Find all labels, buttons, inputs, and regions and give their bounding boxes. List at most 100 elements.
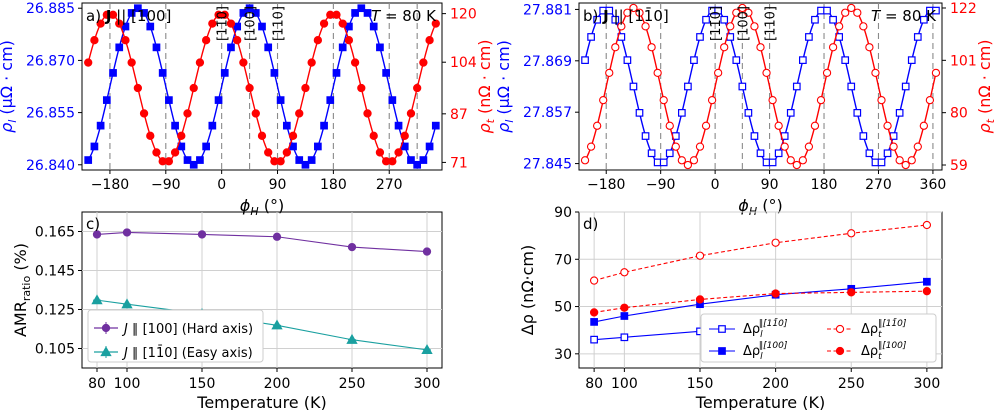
x-tick-label: −90 <box>646 177 676 193</box>
data-point-Δρt ||[100] <box>847 288 856 297</box>
legend-marker <box>835 346 845 356</box>
data-point-ρl <box>805 33 813 41</box>
data-point-ρt <box>121 36 130 45</box>
x-tick-label: −180 <box>587 177 625 193</box>
data-point-ρt <box>853 8 862 17</box>
x-tick-label: 250 <box>339 376 366 392</box>
data-point-ρl <box>357 4 366 13</box>
data-point-ρt <box>750 22 759 31</box>
data-point-ρt <box>307 58 316 67</box>
data-point-ρl <box>407 156 415 164</box>
data-point-ρt <box>233 36 242 45</box>
data-point-ρl <box>394 121 403 130</box>
series-line-ρl <box>584 8 937 165</box>
data-point-ρt <box>816 95 826 105</box>
data-point-ρl <box>732 56 741 64</box>
data-point-ρl <box>388 96 397 104</box>
legend-sup: ∥[11̄0] <box>878 317 907 329</box>
y-tick-label-left: 26.855 <box>26 106 75 122</box>
data-point-ρl <box>659 158 668 167</box>
current-direction: || [100] <box>111 7 171 25</box>
y-tick-label-left: 26.870 <box>26 53 75 69</box>
data-point-Δρt ||[100] <box>589 308 599 317</box>
data-point-ρl <box>152 43 161 52</box>
data-point-ρt <box>822 68 832 78</box>
x-tick-label: 150 <box>687 376 714 392</box>
data-point-ρt <box>90 36 99 45</box>
data-point-ρl <box>338 43 347 52</box>
x-tick-label: 100 <box>611 376 638 392</box>
data-point-ρt <box>677 156 686 165</box>
data-point-ρl <box>202 142 210 151</box>
x-axis-unit: (°) <box>757 196 783 215</box>
x-tick-label: 150 <box>189 376 216 392</box>
data-point-ρl <box>295 156 304 164</box>
data-point-ρl <box>264 43 273 52</box>
direction-label: [110] <box>272 6 287 41</box>
data-point-ρt <box>641 22 650 31</box>
data-point-ρl <box>587 33 595 41</box>
y-left-symbol: ρ <box>0 123 16 133</box>
x-tick-label: 80 <box>88 376 106 392</box>
data-point-ρt <box>419 58 428 67</box>
data-point-ρl <box>581 56 589 64</box>
data-point-ρt <box>170 148 180 157</box>
data-point-ρt <box>139 109 149 118</box>
y-tick-label-right: 122 <box>950 1 977 17</box>
data-point-ρt <box>605 68 614 78</box>
data-point-ρt <box>413 83 422 93</box>
legend-label: Δρl∥[11̄0] <box>743 317 788 340</box>
data-point-J || [100] (Hard axis) <box>422 247 432 256</box>
data-point-Δρt ||[1-10] <box>589 276 599 285</box>
y-tick-label: 0.165 <box>35 225 75 241</box>
y-axis-label-left: ρl (μΩ · cm) <box>494 40 516 133</box>
y-label-subscript: ratio <box>20 276 33 302</box>
y-tick-label: 90 <box>554 205 572 221</box>
panel-label: b) <box>583 7 603 25</box>
data-point-J || [1-10] (Easy axis) <box>421 344 433 354</box>
temperature-symbol: T <box>871 7 882 25</box>
data-point-ρl <box>629 82 638 91</box>
y-axis-label-left: ρl (μΩ · cm) <box>0 40 19 133</box>
legend-base: Δρ <box>861 322 878 337</box>
x-tick-label: 180 <box>320 177 347 193</box>
y-tick-label: 30 <box>554 347 572 363</box>
data-point-ρt <box>332 10 341 19</box>
y-tick-label: 0.105 <box>35 342 75 358</box>
data-point-ρl <box>605 6 614 15</box>
data-point-ρl <box>183 156 192 164</box>
data-point-ρl <box>270 69 279 77</box>
data-point-ρt <box>720 43 729 52</box>
data-point-ρl <box>96 121 105 130</box>
data-point-ρt <box>780 142 789 151</box>
x-tick-label: 360 <box>920 177 947 193</box>
data-point-Δρt ||[1-10] <box>695 251 705 260</box>
data-point-ρl <box>363 9 372 17</box>
legend-J: J <box>121 322 128 337</box>
data-point-ρl <box>623 56 632 64</box>
x-tick-label: 270 <box>865 177 892 193</box>
data-point-ρl <box>690 56 698 64</box>
data-point-ρt <box>804 142 814 151</box>
data-point-ρl <box>665 149 674 158</box>
data-point-ρt <box>665 121 674 130</box>
panel-b-chart: −180 −90 0 90 180 270 360 27.845 27.857 27.869 27.… <box>494 1 996 218</box>
temperature-symbol: T <box>371 7 382 25</box>
data-point-ρl <box>847 82 856 91</box>
data-point-ρt <box>388 157 397 166</box>
legend-dir: ∥ [100] (Hard axis) <box>128 322 253 337</box>
data-point-ρt <box>183 109 192 118</box>
data-point-ρl <box>102 96 111 104</box>
legend-frame <box>700 313 937 363</box>
legend: J ∥ [100] (Hard axis)J ∥ [11̄0] (Easy ax… <box>87 309 264 363</box>
data-point-ρt <box>96 19 105 28</box>
data-point-ρl <box>932 6 940 15</box>
data-point-ρt <box>907 156 916 165</box>
current-symbol: J <box>105 7 112 25</box>
data-point-ρt <box>133 83 143 93</box>
data-point-ρt <box>786 156 795 165</box>
y-tick-label-right: 101 <box>950 53 977 69</box>
y-tick-label-right: 120 <box>450 7 477 23</box>
series-line-Δρt ||[1-10] <box>593 224 927 282</box>
